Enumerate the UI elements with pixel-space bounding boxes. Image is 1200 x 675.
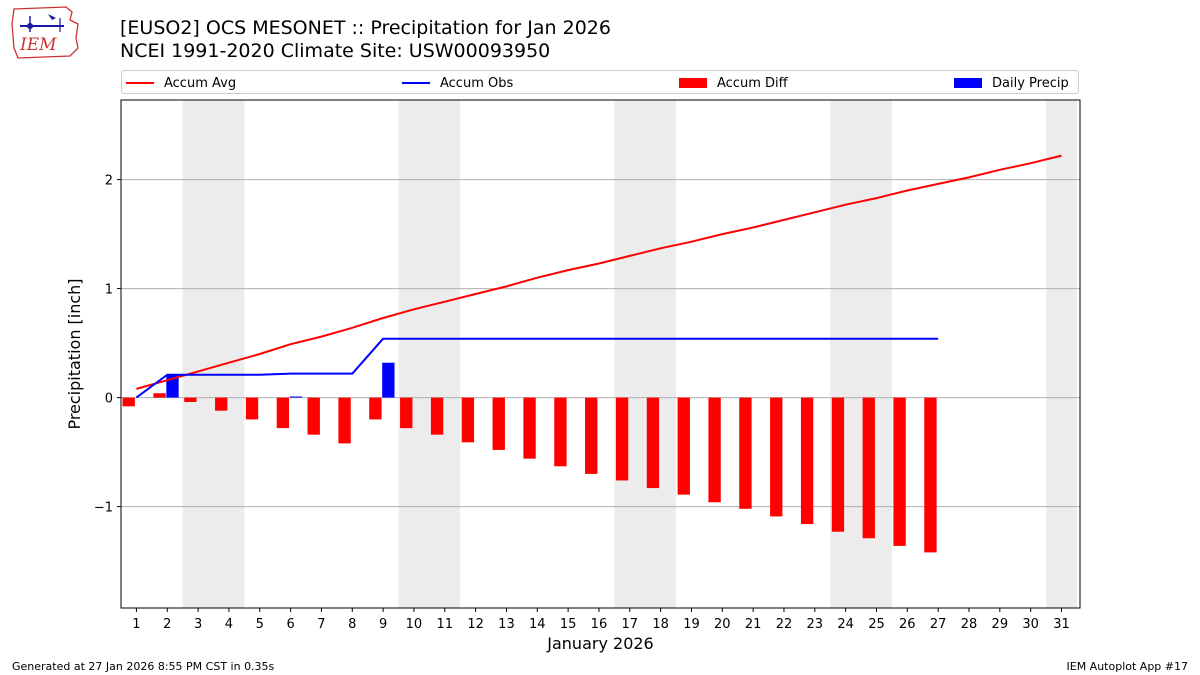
x-tick-label: 7: [317, 617, 325, 632]
x-tick-label: 8: [348, 617, 356, 632]
legend-swatch: [679, 78, 707, 88]
accum-diff-bar: [184, 397, 197, 402]
generated-note: Generated at 27 Jan 2026 8:55 PM CST in …: [12, 660, 275, 673]
accum-diff-bar: [492, 397, 505, 450]
x-tick-label: 11: [437, 617, 454, 632]
x-tick-label: 13: [498, 617, 515, 632]
x-tick-label: 31: [1053, 617, 1070, 632]
legend-label: Daily Precip: [992, 75, 1069, 91]
weekend-band: [830, 100, 862, 608]
x-tick-label: 18: [652, 617, 669, 632]
chart-subtitle: NCEI 1991-2020 Climate Site: USW00093950: [120, 40, 551, 62]
weekend-band: [1046, 100, 1077, 608]
accum-diff-bar: [800, 397, 814, 525]
accum-diff-bar: [739, 397, 752, 509]
x-tick-label: 14: [529, 617, 546, 632]
x-tick-label: 12: [467, 617, 484, 632]
accum-diff-bar: [893, 397, 906, 546]
daily-precip-bar: [289, 396, 303, 398]
x-tick-label: 24: [837, 617, 854, 632]
weekend-band: [182, 100, 214, 608]
accum-diff-bar: [831, 397, 845, 532]
accum-diff-bar: [276, 397, 290, 429]
legend-label: Accum Obs: [440, 75, 514, 91]
legend-item-accum-avg: Accum Avg: [126, 74, 236, 92]
legend-swatch: [954, 78, 982, 88]
x-tick-label: 29: [992, 617, 1009, 632]
y-axis-label: Precipitation [inch]: [65, 278, 84, 429]
daily-precip-bar: [382, 362, 395, 398]
x-tick-label: 2: [163, 617, 171, 632]
x-tick-label: 17: [622, 617, 639, 632]
x-tick-label: 21: [745, 617, 762, 632]
x-tick-label: 15: [560, 617, 577, 632]
x-tick-label: 16: [591, 617, 608, 632]
x-tick-label: 26: [899, 617, 916, 632]
x-tick-label: 19: [683, 617, 700, 632]
x-axis-label: January 2026: [546, 634, 653, 653]
y-tick-label: 1: [105, 283, 113, 298]
legend: Accum Avg Accum Obs Accum Diff Daily Pre…: [121, 70, 1079, 94]
accum-diff-bar: [862, 397, 875, 539]
y-tick-label: 0: [105, 392, 113, 407]
weekend-band: [429, 100, 461, 608]
x-tick-label: 28: [961, 617, 978, 632]
plot-frame: [120, 99, 1081, 609]
legend-item-accum-obs: Accum Obs: [402, 74, 513, 92]
app-note: IEM Autoplot App #17: [1066, 660, 1189, 673]
accum-diff-bar: [461, 397, 475, 443]
accum-diff-bar: [307, 397, 320, 435]
x-tick-label: 1: [132, 617, 140, 632]
x-tick-label: 20: [714, 617, 731, 632]
legend-label: Accum Diff: [717, 75, 788, 91]
legend-item-accum-diff: Accum Diff: [679, 74, 788, 92]
x-tick-label: 9: [379, 617, 387, 632]
svg-text:IEM: IEM: [19, 35, 57, 55]
legend-swatch: [126, 82, 154, 84]
accum-diff-bar: [585, 397, 598, 474]
weekend-band: [645, 100, 677, 608]
accum-diff-bar: [430, 397, 444, 435]
weekend-band: [213, 100, 245, 608]
legend-label: Accum Avg: [164, 75, 237, 91]
accum-diff-bar: [153, 393, 166, 398]
chart-title: [EUSO2] OCS MESONET :: Precipitation for…: [120, 17, 611, 39]
accum-diff-bar: [615, 397, 629, 481]
x-tick-label: 3: [194, 617, 202, 632]
iem-logo: IEM: [11, 6, 79, 59]
accum-diff-bar: [770, 397, 783, 517]
x-tick-label: 5: [256, 617, 264, 632]
x-tick-label: 6: [286, 617, 294, 632]
accum-diff-bar: [215, 397, 228, 411]
y-tick-label: 2: [105, 174, 113, 189]
accum-diff-bar: [523, 397, 536, 459]
x-tick-label: 22: [776, 617, 793, 632]
y-tick-label: −1: [94, 501, 113, 516]
accum-avg-line: [136, 154, 1062, 390]
accum-diff-bar: [554, 397, 567, 467]
x-tick-label: 4: [225, 617, 233, 632]
accum-diff-bar: [677, 397, 690, 495]
accum-diff-bar: [400, 397, 413, 429]
x-tick-label: 30: [1022, 617, 1039, 632]
x-tick-label: 25: [868, 617, 885, 632]
x-tick-label: 10: [406, 617, 423, 632]
accum-diff-bar: [708, 397, 721, 503]
accum-diff-bar: [924, 397, 937, 553]
accum-diff-bar: [338, 397, 351, 444]
accum-diff-bar: [122, 397, 135, 407]
accum-diff-bar: [245, 397, 259, 420]
weekend-band: [614, 100, 646, 608]
legend-swatch: [402, 82, 430, 84]
accum-diff-bar: [369, 397, 382, 420]
accum-obs-line: [135, 337, 939, 399]
weekend-band: [398, 100, 430, 608]
x-tick-label: 27: [930, 617, 947, 632]
accum-diff-bar: [646, 397, 660, 489]
x-tick-label: 23: [807, 617, 824, 632]
legend-item-daily-precip: Daily Precip: [954, 74, 1069, 92]
